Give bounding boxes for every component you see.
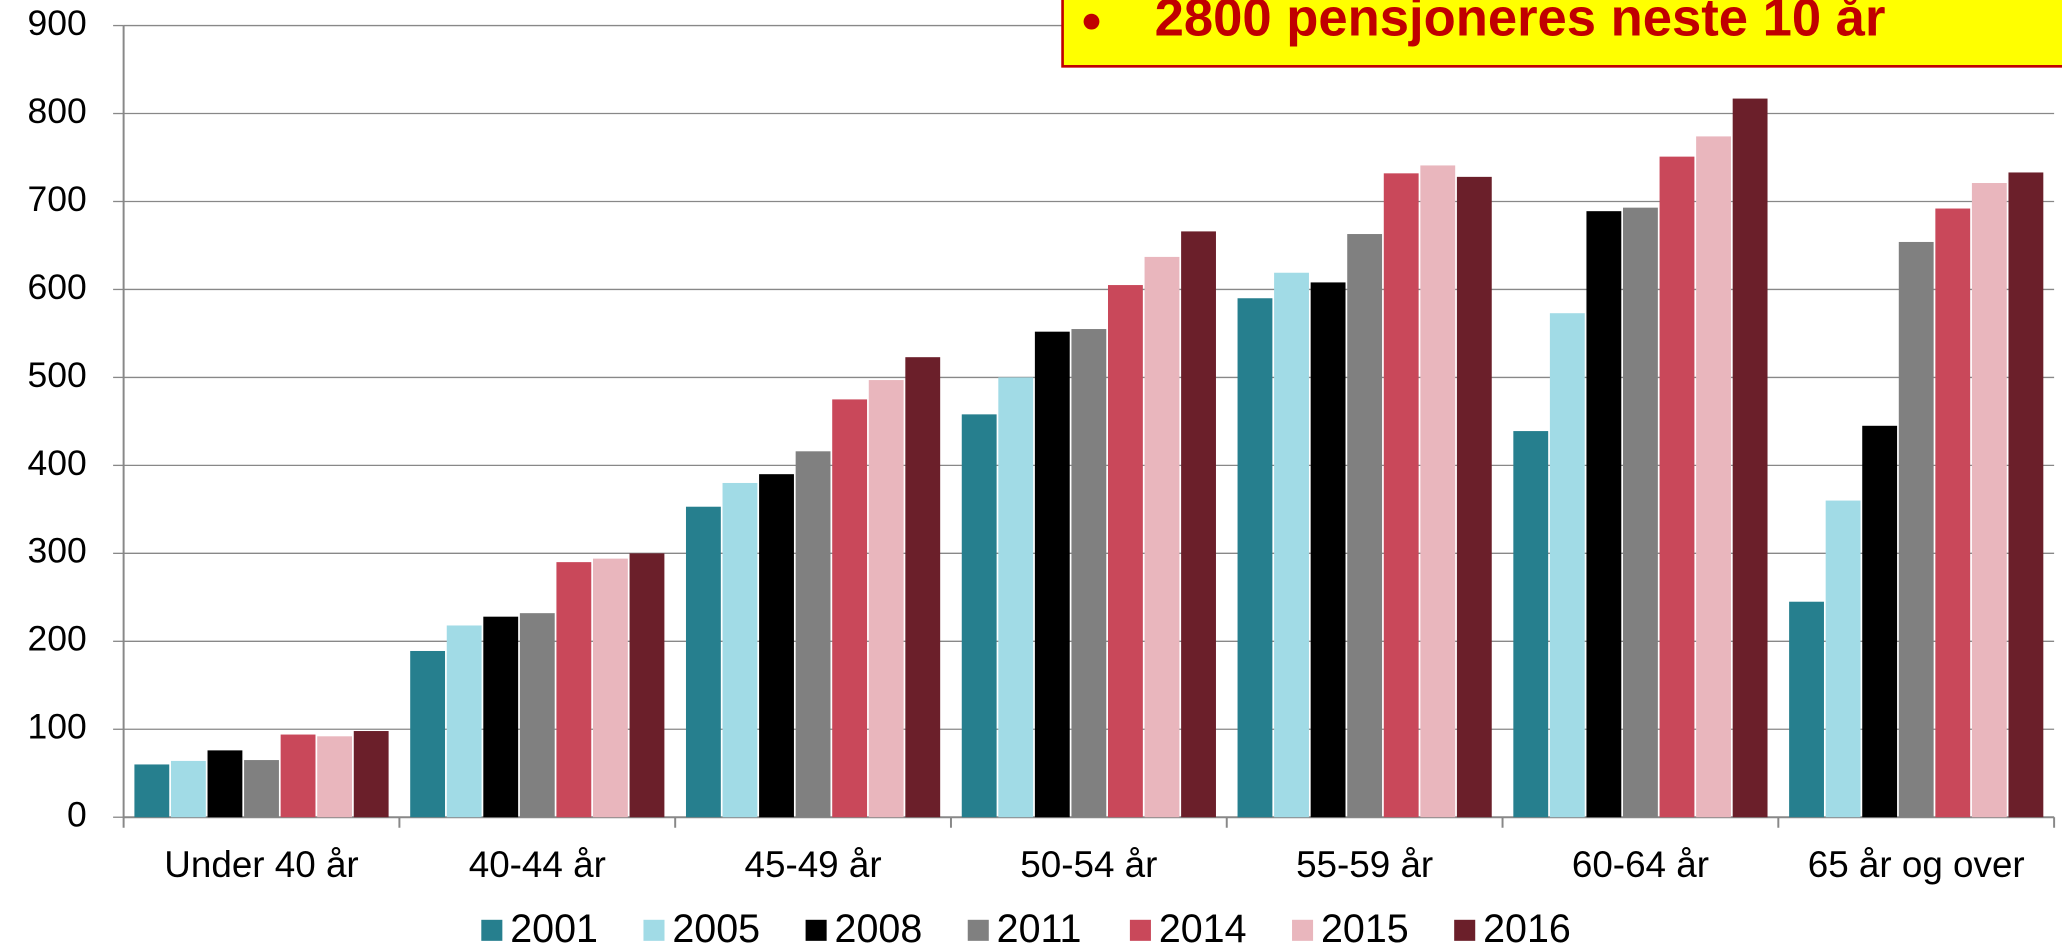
annotation-text: 2800 pensjoneres neste 10 år — [1155, 0, 1886, 48]
bar — [1586, 211, 1622, 818]
y-tick-label: 100 — [28, 707, 87, 747]
bar — [1456, 176, 1492, 818]
x-tick-label: Under 40 år — [164, 844, 358, 885]
bar — [1237, 298, 1273, 818]
bar — [1107, 285, 1143, 818]
bar — [685, 506, 721, 818]
bar — [868, 380, 904, 818]
bar — [1732, 98, 1768, 818]
legend-swatch — [1129, 919, 1151, 941]
bar — [1825, 500, 1861, 818]
bar — [1513, 431, 1549, 818]
bar — [1383, 173, 1419, 818]
x-tick-label: 50-54 år — [1020, 844, 1157, 885]
bar — [1789, 601, 1824, 818]
bar — [832, 399, 868, 818]
legend-swatch — [805, 919, 827, 941]
legend-label: 2005 — [672, 907, 760, 948]
bar — [134, 764, 170, 818]
bar — [353, 731, 389, 818]
bar — [1071, 329, 1107, 818]
legend-swatch — [481, 919, 503, 941]
bar — [556, 562, 592, 818]
bar — [592, 558, 628, 818]
bar — [998, 377, 1034, 818]
bar — [446, 625, 482, 818]
legend-label: 2014 — [1159, 907, 1247, 948]
legend-swatch — [967, 919, 989, 941]
bar — [1181, 231, 1216, 818]
bar — [1659, 156, 1695, 818]
y-tick-label: 300 — [28, 531, 87, 571]
legend-label: 2016 — [1483, 907, 1571, 948]
bullet — [1083, 13, 1100, 30]
plot-area: 0 100 200 300 400 500 600 700 800 900 Under 40 år 4… — [28, 3, 2056, 885]
y-tick-label: 800 — [28, 91, 87, 131]
bar — [1696, 136, 1731, 818]
bar — [1274, 272, 1309, 818]
bar — [244, 760, 279, 818]
bar — [1310, 282, 1346, 818]
bar — [1862, 425, 1898, 818]
bar — [1898, 241, 1934, 818]
bar — [629, 553, 665, 818]
bar — [1549, 313, 1585, 818]
annotation: 2800 pensjoneres neste 10 år — [1061, 0, 2062, 68]
legend: 2001 2005 2008 2011 2014 2015 2016 — [481, 907, 1571, 948]
bar — [170, 760, 206, 818]
bar — [795, 451, 831, 818]
legend-label: 2015 — [1321, 907, 1409, 948]
bar — [905, 357, 941, 818]
bar — [410, 650, 446, 818]
x-tick-label: 45-49 år — [745, 844, 882, 885]
bar — [1034, 331, 1070, 818]
x-tick-label: 40-44 år — [469, 844, 606, 885]
annotation-box — [1061, 0, 2062, 68]
bar — [280, 734, 316, 818]
x-tick-label: 65 år og over — [1808, 844, 2025, 885]
legend-swatch — [1292, 919, 1314, 941]
x-tick-label: 55-59 år — [1296, 844, 1433, 885]
bar — [722, 482, 758, 818]
y-tick-label: 700 — [28, 179, 87, 219]
bar — [483, 616, 519, 818]
bar — [1935, 208, 1971, 818]
y-tick-label: 400 — [28, 443, 87, 483]
y-tick-label: 0 — [67, 795, 87, 835]
y-tick-label: 500 — [28, 355, 87, 395]
legend-label: 2001 — [510, 907, 598, 948]
y-tick-label: 900 — [28, 3, 87, 43]
bar — [1971, 183, 2007, 818]
legend-label: 2011 — [997, 907, 1082, 948]
bar — [2008, 172, 2044, 818]
bar — [961, 414, 997, 818]
bar — [207, 750, 243, 818]
bar — [519, 613, 555, 818]
bar — [1420, 165, 1456, 818]
legend-label: 2008 — [835, 907, 923, 948]
legend-swatch — [643, 919, 665, 941]
bar — [1347, 234, 1383, 818]
x-tick-label: 60-64 år — [1572, 844, 1709, 885]
bar — [317, 736, 353, 818]
bar — [759, 474, 794, 818]
legend-swatch — [1454, 919, 1476, 941]
bar — [1144, 256, 1180, 818]
y-tick-label: 600 — [28, 267, 87, 307]
bar — [1623, 207, 1658, 818]
y-tick-label: 200 — [28, 619, 87, 659]
